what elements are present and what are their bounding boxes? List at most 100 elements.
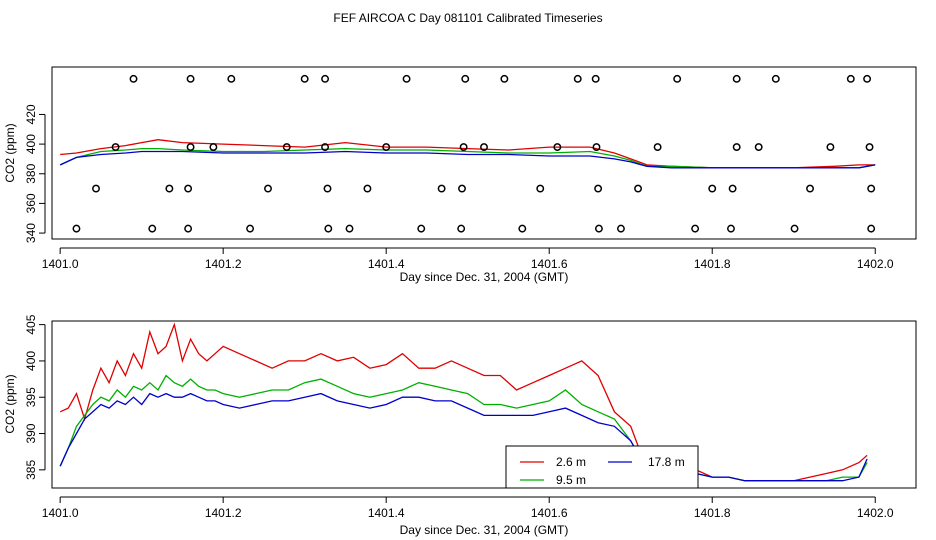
top-marker xyxy=(457,224,466,233)
top-marker xyxy=(92,184,100,193)
top-marker xyxy=(865,143,874,152)
top-marker xyxy=(129,74,138,83)
bottom-y-tick-label: 400 xyxy=(24,351,38,371)
legend-label-17-8m: 17.8 m xyxy=(648,455,685,469)
top-marker xyxy=(321,143,330,152)
top-marker xyxy=(111,143,120,152)
top-marker xyxy=(727,224,735,233)
top-marker xyxy=(573,74,582,83)
top-marker xyxy=(300,74,309,83)
top-marker xyxy=(246,224,255,233)
legend: 2.6 m 17.8 m 9.5 m xyxy=(505,445,699,489)
bottom-x-tick-label: 1401.2 xyxy=(205,506,242,520)
top-marker xyxy=(186,74,195,83)
top-marker xyxy=(867,184,876,193)
top-marker xyxy=(826,143,835,152)
top-y-tick-label: 360 xyxy=(24,193,38,213)
top-marker xyxy=(728,184,737,193)
top-x-tick-label: 1401.8 xyxy=(694,257,731,271)
top-plot: 1401.0 1401.2 1401.4 1401.6 1401.8 1402.0 340 3… xyxy=(24,74,894,271)
top-marker xyxy=(708,184,717,193)
top-marker xyxy=(402,74,411,83)
bottom-x-tick-label: 1402.0 xyxy=(857,506,894,520)
top-plot-frame xyxy=(51,66,917,240)
top-marker xyxy=(732,74,741,83)
top-x-tick-label: 1401.6 xyxy=(531,257,568,271)
top-marker xyxy=(345,224,354,233)
bottom-series-17-8-m xyxy=(59,392,868,482)
top-marker xyxy=(732,143,741,152)
top-marker xyxy=(209,143,218,152)
top-marker xyxy=(264,184,272,193)
top-marker xyxy=(324,224,333,233)
bottom-x-tick-label: 1401.0 xyxy=(42,506,79,520)
top-y-axis-label: CO2 (ppm) xyxy=(3,123,17,182)
top-marker xyxy=(594,184,603,193)
top-marker xyxy=(691,224,700,233)
chart-title: FEF AIRCOA C Day 081101 Calibrated Times… xyxy=(333,11,602,25)
top-marker xyxy=(863,74,872,83)
top-marker xyxy=(653,143,662,152)
top-marker xyxy=(673,74,682,83)
top-marker xyxy=(592,143,601,152)
top-marker xyxy=(184,224,193,233)
top-marker xyxy=(480,143,488,152)
top-marker xyxy=(790,224,799,233)
top-marker xyxy=(186,143,195,152)
top-marker xyxy=(806,184,814,193)
bottom-y-tick-label: 385 xyxy=(24,460,38,480)
top-series-2-6-m xyxy=(60,139,876,169)
top-marker xyxy=(417,224,426,233)
bottom-series-2-6-m xyxy=(59,322,868,482)
top-x-tick-label: 1401.2 xyxy=(205,257,242,271)
top-series-17-8-m xyxy=(59,150,876,169)
top-marker xyxy=(382,143,391,152)
bottom-x-axis-label: Day since Dec. 31, 2004 (GMT) xyxy=(400,523,569,537)
top-marker xyxy=(536,184,545,193)
legend-label-2-6m: 2.6 m xyxy=(556,455,586,469)
legend-box xyxy=(505,445,699,489)
top-marker xyxy=(227,74,236,83)
top-marker xyxy=(72,224,81,233)
top-marker xyxy=(458,184,466,193)
top-y-tick-label: 420 xyxy=(24,104,38,124)
top-marker xyxy=(184,184,193,193)
top-marker xyxy=(616,224,625,233)
bottom-y-axis-label: CO2 (ppm) xyxy=(3,374,17,433)
top-marker xyxy=(165,184,174,193)
top-marker xyxy=(500,74,509,83)
top-marker xyxy=(846,74,855,83)
bottom-x-tick-label: 1401.8 xyxy=(694,506,731,520)
bottom-plot-frame xyxy=(51,320,917,489)
top-marker xyxy=(323,184,332,193)
top-y-tick-label: 380 xyxy=(24,163,38,183)
top-x-tick-label: 1401.4 xyxy=(368,257,405,271)
bottom-plot: 1401.0 1401.2 1401.4 1401.6 1401.8 1402.0 385 3… xyxy=(24,314,894,520)
bottom-series-9-5-m xyxy=(59,374,868,482)
bottom-x-tick-label: 1401.4 xyxy=(368,506,405,520)
top-marker xyxy=(771,74,780,83)
top-marker xyxy=(461,74,470,83)
top-marker xyxy=(867,224,876,233)
top-marker xyxy=(437,184,446,193)
bottom-y-tick-label: 405 xyxy=(24,314,38,334)
top-marker xyxy=(634,184,643,193)
legend-label-9-5m: 9.5 m xyxy=(556,473,586,487)
top-y-tick-label: 400 xyxy=(24,134,38,154)
top-marker xyxy=(321,74,330,83)
top-marker xyxy=(594,224,603,233)
top-marker xyxy=(754,143,763,152)
bottom-x-tick-label: 1401.6 xyxy=(531,506,568,520)
top-x-tick-label: 1401.0 xyxy=(42,257,79,271)
bottom-y-tick-label: 395 xyxy=(24,387,38,407)
top-y-tick-label: 340 xyxy=(24,223,38,243)
top-marker xyxy=(363,184,372,193)
top-marker xyxy=(591,74,600,83)
bottom-y-tick-label: 390 xyxy=(24,423,38,443)
top-marker xyxy=(553,143,562,152)
top-x-axis-label: Day since Dec. 31, 2004 (GMT) xyxy=(400,270,569,284)
top-marker xyxy=(148,224,157,233)
top-marker xyxy=(518,224,527,233)
top-x-tick-label: 1402.0 xyxy=(857,257,894,271)
